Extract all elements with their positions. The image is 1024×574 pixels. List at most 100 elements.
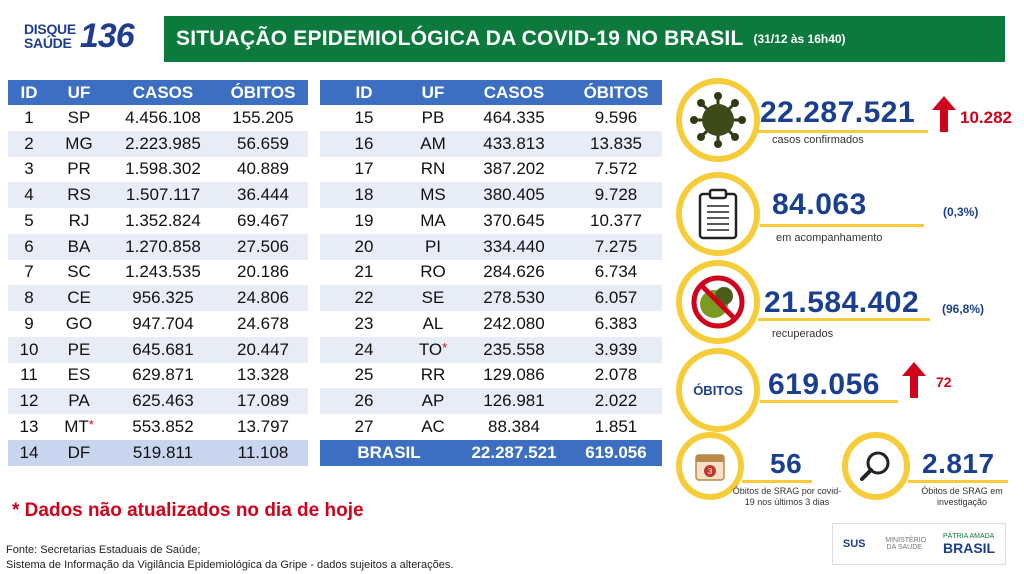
- cell-uf-text: RO: [420, 262, 446, 282]
- cell-uf: AC: [408, 414, 458, 440]
- cell-deaths-text: 155.205: [232, 107, 294, 127]
- cell-uf-text: PA: [68, 391, 90, 411]
- cell-uf: BA: [50, 233, 108, 260]
- cell-cases-text: 947.704: [132, 313, 194, 333]
- cell-id-text: 14: [19, 442, 39, 462]
- monitoring-label: em acompanhamento: [776, 232, 883, 244]
- cell-id-text: 16: [354, 133, 374, 153]
- virus-icon: [690, 92, 746, 148]
- cell-deaths: 9.596: [570, 105, 662, 131]
- cell-id: 24: [320, 336, 408, 363]
- cell-cases-text: 242.080: [483, 313, 545, 333]
- page-title: SITUAÇÃO EPIDEMIOLÓGICA DA COVID-19 NO B…: [176, 27, 744, 50]
- recovered-icon: [691, 275, 745, 329]
- cell-uf: PR: [50, 157, 108, 183]
- cell-cases-text: 334.440: [483, 236, 545, 256]
- cell-deaths-text: 13.835: [590, 133, 642, 153]
- logo-saude: SAÚDE: [24, 35, 72, 51]
- table-row: 3 PR 1.598.302 40.889: [8, 157, 308, 183]
- not-updated-note: * Dados não atualizados no dia de hoje: [12, 500, 364, 521]
- cell-uf: RJ: [50, 208, 108, 234]
- cell-uf: SE: [408, 285, 458, 311]
- cell-id-text: 23: [354, 313, 374, 333]
- cell-deaths-text: 2.078: [594, 365, 638, 385]
- cell-cases-text: 645.681: [132, 339, 194, 359]
- table-row: 4 RS 1.507.117 36.444: [8, 182, 308, 208]
- cell-uf: RO: [408, 260, 458, 286]
- cell-uf: MA: [408, 208, 458, 234]
- cell-id-text: 20: [354, 236, 374, 256]
- cell-id-text: 25: [354, 365, 374, 385]
- not-updated-star: *: [442, 339, 448, 355]
- cell-uf: MS: [408, 182, 458, 208]
- col-deaths-header: ÓBITOS: [218, 80, 308, 105]
- cell-cases: 387.202: [458, 157, 570, 183]
- cell-id: 18: [320, 182, 408, 208]
- cell-id-text: 26: [354, 391, 374, 411]
- source-line-1: Fonte: Secretarias Estaduais de Saúde;: [6, 544, 201, 556]
- cell-id: 22: [320, 285, 408, 311]
- cell-uf-text: GO: [65, 313, 93, 333]
- cell-uf-text: SC: [67, 262, 91, 282]
- cell-cases-text: 1.270.858: [125, 236, 201, 256]
- table-row: 15 PB 464.335 9.596: [320, 105, 662, 131]
- confirmed-label: casos confirmados: [772, 134, 864, 146]
- cell-cases-text: 4.456.108: [125, 107, 201, 127]
- cell-cases: 464.335: [458, 105, 570, 131]
- table-row: 8 CE 956.325 24.806: [8, 285, 308, 311]
- table-row: 19 MA 370.645 10.377: [320, 208, 662, 234]
- cell-deaths-text: 9.728: [594, 185, 638, 205]
- cell-id: 10: [8, 336, 50, 363]
- cell-cases-text: 380.405: [483, 185, 545, 205]
- total-deaths: 619.056: [570, 439, 662, 466]
- cell-uf-text: MT: [64, 416, 89, 436]
- brasil-text: BRASIL: [943, 539, 996, 556]
- col-id-header: ID: [320, 80, 408, 105]
- sus-logo: SUS: [842, 538, 866, 550]
- monitoring-underline: [760, 224, 924, 227]
- source-text: Fonte: Secretarias Estaduais de Saúde; S…: [6, 543, 453, 573]
- table-row: 2 MG 2.223.985 56.659: [8, 130, 308, 157]
- cell-cases-text: 370.645: [483, 210, 545, 230]
- cell-deaths-text: 7.275: [594, 236, 638, 256]
- cell-cases: 1.243.535: [108, 260, 218, 286]
- cell-cases: 1.352.824: [108, 208, 218, 234]
- cell-cases: 625.463: [108, 388, 218, 414]
- srag-3days-underline: [742, 480, 812, 483]
- cell-uf-text: MA: [420, 210, 446, 230]
- cell-id: 6: [8, 233, 50, 260]
- cell-id-text: 12: [19, 391, 39, 411]
- cell-uf-text: AP: [421, 391, 445, 411]
- cell-cases: 242.080: [458, 311, 570, 337]
- cell-id: 2: [8, 130, 50, 157]
- table-row: 20 PI 334.440 7.275: [320, 233, 662, 260]
- cell-uf-text: ES: [67, 365, 91, 385]
- logo-text: DISQUE SAÚDE: [24, 22, 76, 50]
- recovered-label: recuperados: [772, 328, 834, 340]
- cell-uf-text: MG: [65, 133, 93, 153]
- cell-uf: PA: [50, 388, 108, 414]
- cell-uf: RS: [50, 182, 108, 208]
- deaths-badge: ÓBITOS: [693, 382, 743, 398]
- cell-deaths-text: 11.108: [237, 442, 289, 462]
- cell-deaths: 7.572: [570, 157, 662, 183]
- cell-cases-text: 956.325: [132, 288, 194, 308]
- confirmed-underline: [758, 130, 928, 133]
- monitoring-circle: [676, 172, 760, 256]
- cell-uf: RN: [408, 157, 458, 183]
- total-cases: 22.287.521: [458, 439, 570, 466]
- cell-uf: ES: [50, 363, 108, 389]
- cell-id: 1: [8, 105, 50, 131]
- cell-deaths-text: 20.186: [237, 262, 289, 282]
- cell-uf: MT*: [50, 414, 108, 440]
- cell-cases: 88.384: [458, 414, 570, 440]
- cell-cases: 1.507.117: [108, 182, 218, 208]
- recovered-value: 21.584.402: [764, 286, 920, 319]
- cell-uf-text: RS: [67, 185, 91, 205]
- calendar-day: 3: [708, 467, 713, 476]
- cell-cases: 553.852: [108, 414, 218, 440]
- cell-deaths: 9.728: [570, 182, 662, 208]
- table-row: 7 SC 1.243.535 20.186: [8, 260, 308, 286]
- cell-deaths: 2.078: [570, 363, 662, 389]
- cell-id-text: 1: [24, 107, 34, 127]
